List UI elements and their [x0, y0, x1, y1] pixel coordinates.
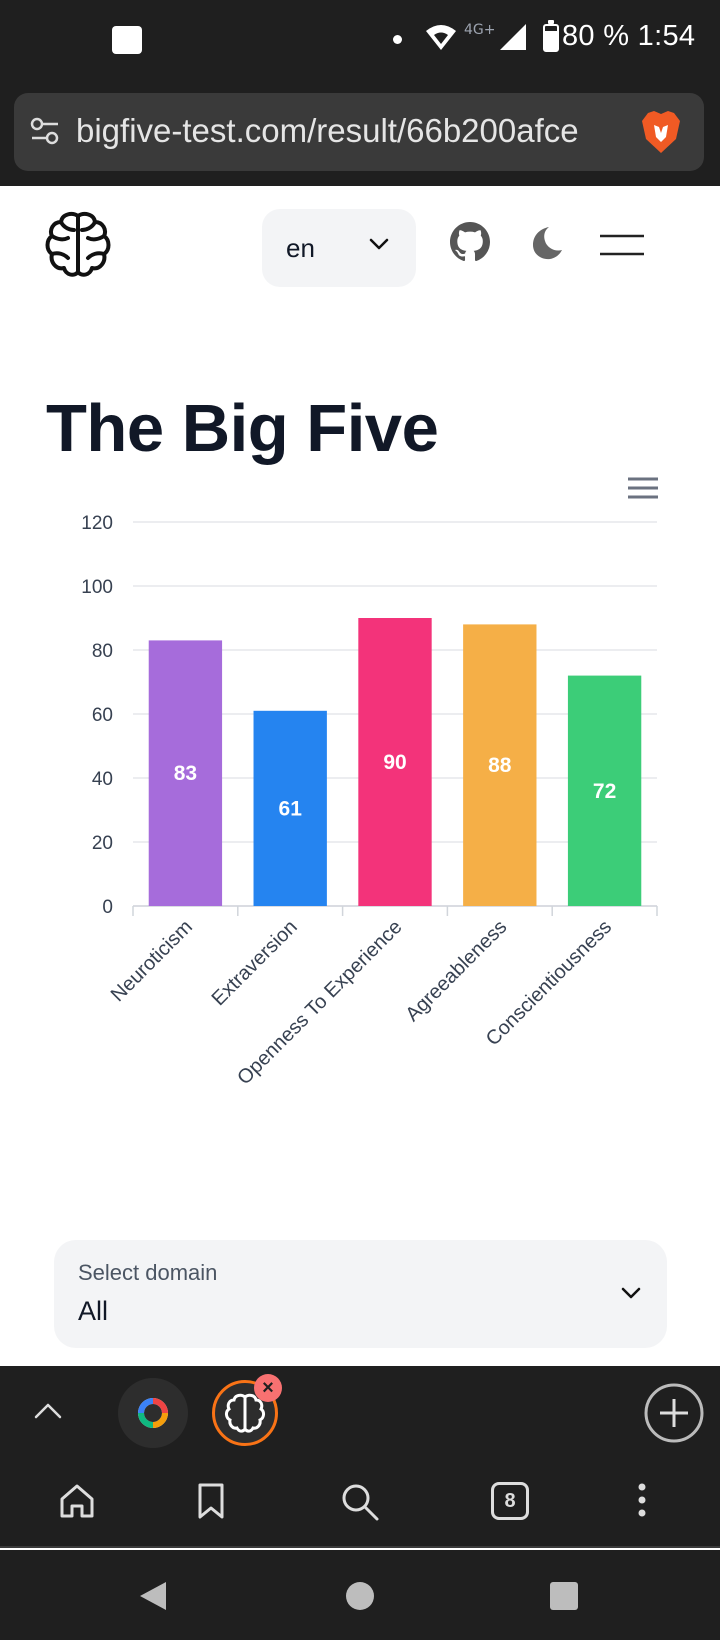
data-label: 88 — [488, 754, 512, 777]
battery-fill — [545, 30, 557, 50]
address-bar[interactable]: bigfive-test.com/result/66b200afce — [14, 93, 704, 171]
status-text: 80 % 1:54 — [562, 20, 696, 52]
page-title: The Big Five — [46, 391, 439, 466]
language-value: en — [286, 233, 315, 263]
more-options-icon[interactable] — [636, 1482, 648, 1518]
big-five-bar-chart: 0 20 40 60 80 100 120 83 Neuroticism 61 Extraversi… — [81, 513, 658, 1089]
home-icon[interactable] — [58, 1482, 96, 1520]
battery-icon — [543, 20, 559, 52]
tab-thumbnail[interactable] — [118, 1378, 188, 1448]
browser-toolbar: bigfive-test.com/result/66b200afce — [0, 80, 720, 186]
x-tick-label: Extraversion — [208, 916, 302, 1010]
language-select[interactable]: en — [262, 209, 416, 287]
data-label: 90 — [383, 751, 406, 774]
chevron-down-icon — [369, 238, 389, 250]
brain-logo-icon[interactable] — [44, 210, 112, 278]
bar-agreeableness — [463, 624, 537, 906]
data-label: 72 — [593, 780, 616, 803]
bar-extraversion — [253, 710, 327, 906]
chevron-down-icon — [621, 1287, 641, 1299]
browser-bottom-nav: 8 — [0, 1460, 720, 1548]
domain-select-label: Select domain — [78, 1260, 218, 1285]
domain-select[interactable]: Select domain All — [54, 1240, 667, 1348]
data-label: 83 — [174, 762, 197, 785]
site-favicon-icon — [138, 1398, 168, 1428]
close-tab-icon[interactable]: × — [254, 1374, 282, 1402]
y-tick-label: 100 — [81, 577, 113, 598]
home-button-icon[interactable] — [346, 1582, 374, 1610]
bookmark-icon[interactable] — [196, 1482, 226, 1520]
x-tick-label: Neuroticism — [107, 916, 197, 1006]
tab-count-button[interactable]: 8 — [491, 1482, 529, 1520]
notification-icon — [112, 26, 142, 54]
chevron-up-icon[interactable] — [34, 1402, 62, 1420]
y-tick-label: 20 — [92, 833, 113, 854]
notification-dot-icon — [393, 35, 402, 44]
back-icon[interactable] — [138, 1580, 168, 1612]
y-tick-label: 0 — [102, 897, 113, 918]
y-tick-label: 40 — [92, 769, 113, 790]
bar-conscientiousness — [567, 675, 642, 906]
brain-logo-icon — [225, 1393, 265, 1433]
y-tick-label: 60 — [92, 705, 113, 726]
network-type: 4G+ — [464, 22, 496, 38]
domain-select-value: All — [78, 1296, 109, 1326]
status-bar: 4G+ 80 % 1:54 — [0, 0, 720, 80]
bar-neuroticism — [148, 640, 223, 906]
moon-icon[interactable] — [527, 224, 565, 262]
new-tab-icon[interactable] — [643, 1382, 705, 1444]
y-tick-label: 120 — [81, 513, 113, 534]
x-tick-label: Agreeableness — [401, 916, 511, 1026]
tab-strip: × — [0, 1366, 720, 1460]
search-icon[interactable] — [340, 1482, 380, 1522]
signal-icon — [500, 24, 526, 50]
url-text[interactable]: bigfive-test.com/result/66b200afce — [76, 112, 579, 149]
bar-openness-to-experience — [358, 618, 432, 906]
menu-icon[interactable] — [598, 232, 646, 258]
site-settings-icon[interactable] — [30, 117, 60, 145]
github-icon[interactable] — [450, 222, 490, 262]
data-label: 61 — [279, 797, 303, 820]
wifi-icon — [426, 25, 456, 50]
recents-icon[interactable] — [550, 1582, 578, 1610]
y-tick-label: 80 — [92, 641, 113, 662]
brave-shields-icon[interactable] — [640, 109, 682, 155]
system-navigation-bar — [0, 1550, 720, 1640]
chart-menu-icon[interactable] — [627, 476, 659, 500]
